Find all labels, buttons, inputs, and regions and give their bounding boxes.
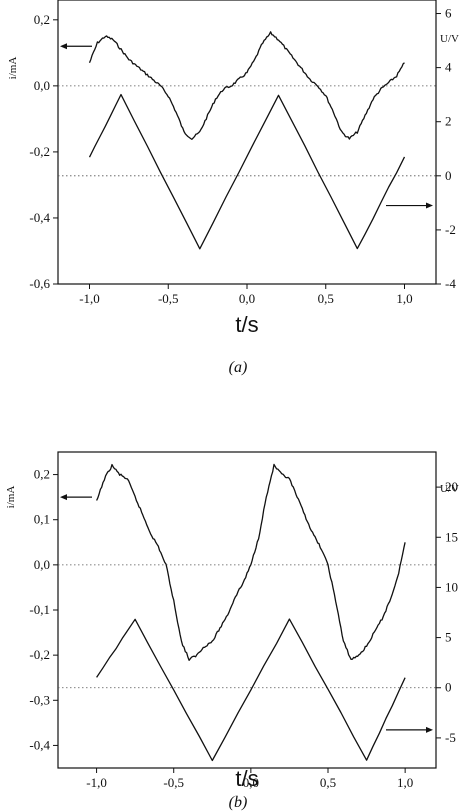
y2-axis-label: U/V xyxy=(440,33,459,45)
y-tick-label: -0,4 xyxy=(29,737,50,752)
y2-tick-label: 0 xyxy=(445,680,452,695)
x-tick-label: 0,0 xyxy=(243,775,259,790)
y2-tick-label: 6 xyxy=(445,6,452,21)
voltage-series-line xyxy=(88,93,406,250)
x-tick-label: 0,5 xyxy=(320,775,336,790)
y2-axis-label: U/V xyxy=(440,483,459,495)
voltage-series-line xyxy=(96,618,406,762)
plot-frame xyxy=(57,0,437,285)
y2-tick-label: 5 xyxy=(445,630,452,645)
x-axis-label: t/s xyxy=(235,766,258,791)
x-tick-label: 1,0 xyxy=(397,775,413,790)
current-series-line xyxy=(96,463,406,661)
panel-caption: (a) xyxy=(229,359,248,376)
x-tick-label: -1,0 xyxy=(86,775,107,790)
panel-b: -1,0 -0,5 0,0 0,5 1,0 0,2 0,1 0,0 -0,1 -0,2 -0,3 -0… xyxy=(5,451,459,811)
x-axis-label: t/s xyxy=(235,312,258,337)
x-tick-label: 1,0 xyxy=(396,291,412,306)
y-tick-label: 0,1 xyxy=(34,512,50,527)
y-tick-label: -0,2 xyxy=(29,647,50,662)
y2-tick-label: 10 xyxy=(445,579,458,594)
y2-tick-label: 15 xyxy=(445,529,458,544)
y2-tick-label: -2 xyxy=(445,222,456,237)
plot-frame xyxy=(57,451,437,769)
y2-tick-label: 4 xyxy=(445,60,452,75)
panel-caption: (b) xyxy=(229,794,248,811)
y-tick-label: -0,3 xyxy=(29,692,50,707)
y-tick-label: 0,0 xyxy=(34,557,50,572)
y-tick-label: -0,1 xyxy=(29,602,50,617)
y2-tick-label: 2 xyxy=(445,114,452,129)
x-tick-label: -1,0 xyxy=(79,291,100,306)
y2-tick-label: 0 xyxy=(445,168,452,183)
panel-a: -1,0 -0,5 0,0 0,5 1,0 0,2 0,0 -0,2 -0,4 -0,6 6 4 2 0 -… xyxy=(7,0,459,376)
y-tick-label: 0,2 xyxy=(34,12,50,27)
y-axis-label: i/mA xyxy=(7,57,19,80)
y-tick-label: -0,4 xyxy=(29,210,50,225)
y2-tick-label: -4 xyxy=(445,276,456,291)
x-tick-label: -0,5 xyxy=(158,291,179,306)
current-series-line xyxy=(88,31,405,140)
left-axis-arrow-head xyxy=(60,43,67,50)
y2-tick-label: 20 xyxy=(445,479,458,494)
y-tick-label: 0,0 xyxy=(34,78,50,93)
y2-tick-label: -5 xyxy=(445,730,456,745)
y-tick-label: -0,2 xyxy=(29,144,50,159)
y-axis-label: i/mA xyxy=(5,486,17,509)
x-tick-label: 0,0 xyxy=(239,291,255,306)
x-tick-label: 0,5 xyxy=(318,291,334,306)
left-axis-arrow-head xyxy=(60,494,67,501)
right-axis-arrow-head xyxy=(426,726,433,733)
right-axis-arrow-head xyxy=(426,202,433,209)
y-tick-label: -0,6 xyxy=(29,276,50,291)
y-tick-label: 0,2 xyxy=(34,467,50,482)
x-tick-label: -0,5 xyxy=(163,775,184,790)
